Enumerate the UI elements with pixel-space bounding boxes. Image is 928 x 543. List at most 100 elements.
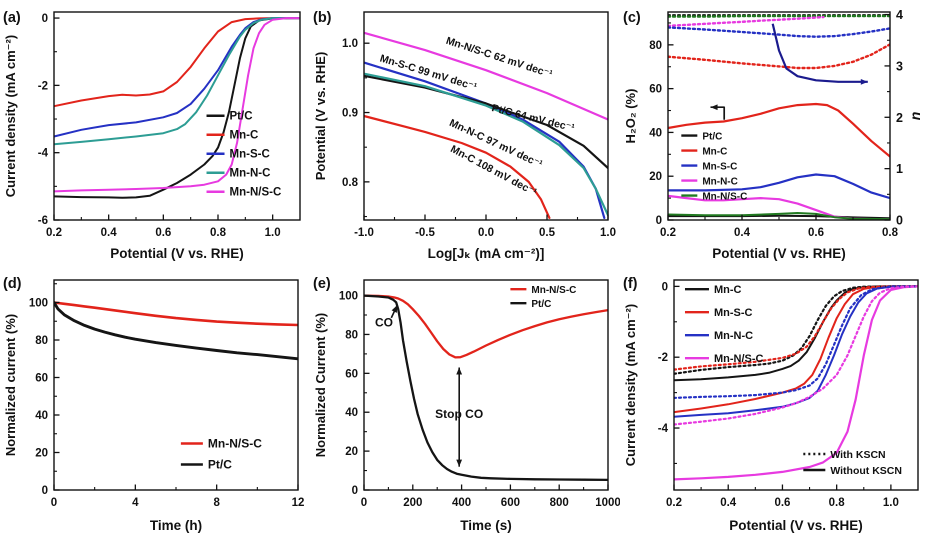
series-Mn-S-C-KSCN <box>673 285 919 371</box>
legend-label: Mn-N/S-C <box>230 187 282 199</box>
y-tick-label: 60 <box>35 373 48 385</box>
series-Mn-C <box>53 17 301 108</box>
series-Mn-S-C <box>667 173 891 200</box>
x-tick-label: 1000 <box>595 497 620 509</box>
y-tick-label: 40 <box>649 127 662 139</box>
x-tick-label: 1.0 <box>265 227 281 239</box>
x-tick-label: 12 <box>292 497 305 509</box>
legend-label: With KSCN <box>830 449 885 461</box>
x-tick-label: 200 <box>403 497 422 509</box>
legend-label: Mn-N-C <box>230 168 271 180</box>
arrowhead <box>391 305 398 313</box>
series-Mn-N-C <box>53 17 301 146</box>
series-Mn-C <box>363 114 551 219</box>
legend-label: Mn-S-C <box>714 307 753 319</box>
legend-label: Mn-N/S-C <box>208 436 262 450</box>
panel-e: 0 200 400 600 800 1000 0 20 40 60 80 100 Time (s) Nor… <box>310 266 621 538</box>
plot-frame <box>363 279 609 491</box>
legend-label: Mn-C <box>702 146 727 157</box>
x-tick-label: 8 <box>213 497 220 509</box>
panel-b: -1.0 -0.5 0.0 0.5 1.0 0.8 0.9 1.0 Log[Jₖ (mA cm⁻… <box>310 0 620 266</box>
x-tick-label: 400 <box>452 497 471 509</box>
x-tick-label: 0.2 <box>666 497 682 509</box>
legend-label: Mn-S-C <box>230 149 270 161</box>
y-tick-label: 0.8 <box>342 177 359 189</box>
x-tick-label: 0.8 <box>829 497 846 509</box>
panel-label: (a) <box>3 10 21 26</box>
y-tick-label: 40 <box>345 407 358 419</box>
y-tick-label: 0 <box>662 281 668 293</box>
legend-label: Pt/C <box>208 457 232 471</box>
y-tick-label: 0.9 <box>342 108 358 120</box>
x-axis-label: Log[Jₖ (mA cm⁻²)] <box>428 246 545 261</box>
series-Mn-S-C-n <box>667 26 891 38</box>
y-tick-label: -2 <box>38 80 48 92</box>
annotation-text: CO <box>375 316 393 330</box>
y-axis-label: Current density (mA cm⁻²) <box>623 304 638 466</box>
legend-label: Mn-N/S-C <box>714 353 764 365</box>
y-tick-label: -6 <box>38 215 48 227</box>
x-tick-label: -1.0 <box>354 227 374 239</box>
y-tick-label: 100 <box>29 298 48 310</box>
x-tick-label: 0 <box>361 497 367 509</box>
x-tick-label: 4 <box>132 497 139 509</box>
series-Mn-N-S-C <box>363 294 609 359</box>
plot-frame <box>667 11 891 221</box>
y-axis-label: Normalized Current (%) <box>313 313 328 457</box>
series-Mn-N-S-C <box>53 301 299 327</box>
y-tick-label: 100 <box>339 291 358 303</box>
panel-label: (c) <box>623 10 641 26</box>
x-tick-label: 600 <box>501 497 520 509</box>
panel-d: 0 4 8 12 0 20 40 60 80 100 Time (h) Normalized curr… <box>0 266 310 538</box>
legend-label: Mn-N/S-C <box>531 285 576 296</box>
x-tick-label: 0.2 <box>660 227 676 239</box>
y-tick-label: 0 <box>352 485 358 497</box>
legend-label: Pt/C <box>702 131 722 142</box>
y2-tick-label: 0 <box>896 214 903 228</box>
legend-label: Mn-N-C <box>702 176 738 187</box>
series-Mn-N-C-KSCN <box>673 285 919 399</box>
plot-frame <box>53 279 299 491</box>
y-tick-label: -4 <box>38 148 49 160</box>
x-tick-label: 0.6 <box>774 497 790 509</box>
y-tick-label: 0 <box>42 485 48 497</box>
y-axis-label: H₂O₂ (%) <box>623 89 638 144</box>
legend-label: Mn-C <box>230 130 259 142</box>
series-Mn-C-n <box>667 43 891 70</box>
x-tick-label: 0.0 <box>478 227 494 239</box>
panel-d-chart: 0 4 8 12 0 20 40 60 80 100 Time (h) Normalized curr… <box>3 276 305 533</box>
panel-c: 0.2 0.4 0.6 0.8 0 20 40 60 80 0 1 2 3 4 Potential (V v… <box>620 0 928 266</box>
y-tick-label: 0 <box>656 215 662 227</box>
y-tick-label: 80 <box>345 329 358 341</box>
y2-tick-label: 4 <box>896 8 903 22</box>
panel-f: 0.2 0.4 0.6 0.8 1.0 0 -2 -4 Potential (V vs. RHE… <box>620 266 928 538</box>
series-Pt-C <box>53 301 299 361</box>
y-tick-label: 60 <box>649 84 662 96</box>
y-tick-label: 0 <box>42 13 48 25</box>
series-Mn-N-S-C <box>53 17 301 193</box>
y-tick-label: 20 <box>345 446 358 458</box>
y-tick-label: 60 <box>345 368 358 380</box>
panel-label: (d) <box>3 276 22 292</box>
series-Pt-C <box>53 17 301 199</box>
panel-label: (e) <box>313 276 331 292</box>
series-Pt-C <box>363 294 609 482</box>
y-tick-label: 80 <box>649 40 662 52</box>
x-tick-label: 0.4 <box>101 227 118 239</box>
y-axis-label: Potential (V vs. RHE) <box>313 52 328 181</box>
y-tick-label: 20 <box>649 171 662 183</box>
y-tick-label: 1.0 <box>342 38 358 50</box>
y-axis-label: Normalized current (%) <box>3 314 18 456</box>
legend-label: Mn-N/S-C <box>702 191 747 202</box>
x-axis-label: Time (s) <box>460 518 512 533</box>
x-tick-label: 0.6 <box>808 227 824 239</box>
arrowhead <box>456 459 463 467</box>
series-Mn-S-C <box>53 17 301 138</box>
series-Mn-N-S-C-KSCN <box>673 285 919 426</box>
legend-label: Pt/C <box>230 111 253 123</box>
y-tick-label: -2 <box>658 352 668 364</box>
x-axis-label: Potential (V vs. RHE) <box>712 246 846 261</box>
y-tick-label: 40 <box>35 410 48 422</box>
